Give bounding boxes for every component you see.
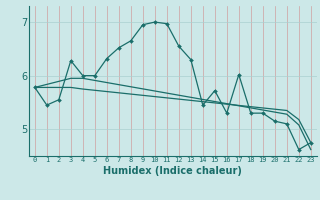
X-axis label: Humidex (Indice chaleur): Humidex (Indice chaleur) xyxy=(103,166,242,176)
